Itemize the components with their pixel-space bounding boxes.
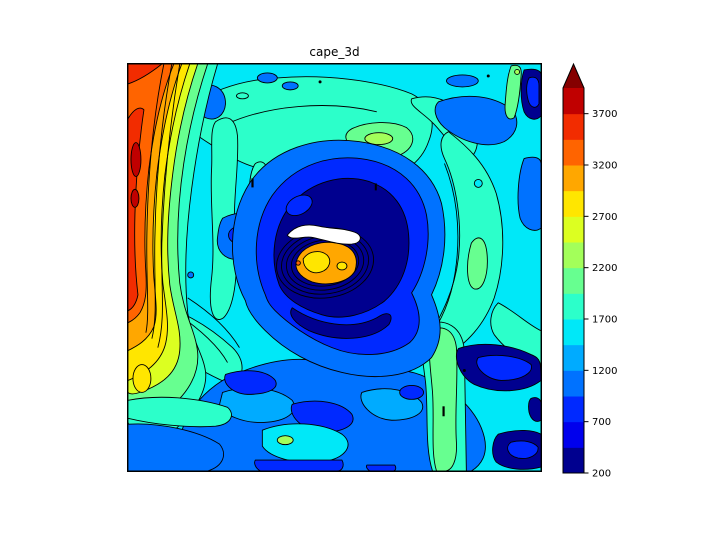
colorbar-tick-label: 200 xyxy=(592,469,611,480)
region-east-edge xyxy=(434,64,541,231)
region-east-arm xyxy=(427,131,541,368)
colorbar-tick-label: 1700 xyxy=(592,315,617,326)
colorbar-tick-label: 2700 xyxy=(592,212,617,223)
colorbar-band xyxy=(563,216,584,243)
colorbar-band xyxy=(563,421,584,448)
colorbar-tick-label: 700 xyxy=(592,417,611,428)
colorbar-band xyxy=(563,267,584,294)
colorbar-band xyxy=(563,113,584,140)
contour-plot-area xyxy=(127,63,542,472)
colorbar: 200 700 1200 1700 2200 2700 3200 3700 xyxy=(562,62,617,480)
colorbar-tick-label: 1200 xyxy=(592,366,617,377)
colorbar-band xyxy=(563,293,584,320)
colorbar-tick-label: 3200 xyxy=(592,161,617,172)
colorbar-band xyxy=(563,88,584,115)
colorbar-extend-arrow xyxy=(563,64,584,88)
colorbar-outline xyxy=(562,62,585,474)
contour-map xyxy=(128,64,541,471)
contour-marks xyxy=(251,178,466,372)
colorbar-tick-label: 2200 xyxy=(592,263,617,274)
colorbar-band xyxy=(563,319,584,346)
colorbar-band xyxy=(563,165,584,192)
colorbar-band xyxy=(563,344,584,371)
colorbar-tick-label: 3700 xyxy=(592,109,617,120)
region-west-warm-band xyxy=(128,64,219,448)
colorbar-band xyxy=(563,396,584,423)
region-southeast-navy xyxy=(455,343,541,470)
region-storm-eye xyxy=(295,241,357,285)
colorbar-band xyxy=(563,242,584,269)
colorbar-band xyxy=(563,139,584,166)
colorbar-band xyxy=(563,370,584,397)
colorbar-band xyxy=(563,190,584,217)
region-southwest-corner xyxy=(128,396,232,471)
region-masked-white-patch xyxy=(286,224,361,245)
colorbar-band xyxy=(563,447,584,474)
region-south-lows xyxy=(179,358,486,471)
plot-title: cape_3d xyxy=(309,45,360,59)
